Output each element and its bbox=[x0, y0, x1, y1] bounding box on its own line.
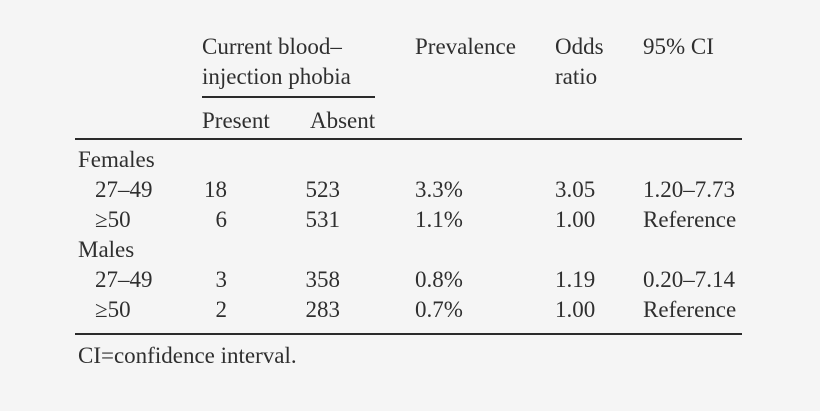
cell-age-range: ≥50 bbox=[75, 295, 202, 335]
paper-table-figure: Current blood– injection phobia Prevalen… bbox=[75, 32, 743, 371]
header-empty-cell bbox=[535, 97, 631, 140]
table-row-females-50-plus: ≥50 6 531 1.1% 1.00 Reference bbox=[75, 205, 742, 235]
table-row-group-males: Males bbox=[75, 235, 742, 265]
header-spanner-current-blood-injection-phobia: Current blood– injection phobia bbox=[202, 32, 376, 98]
cell-prevalence: 3.3% bbox=[415, 177, 463, 202]
header-empty-cell bbox=[75, 97, 202, 140]
cell-ci bbox=[630, 235, 742, 265]
cell-prevalence: 0.7% bbox=[375, 295, 536, 335]
header-empty-cell bbox=[75, 32, 202, 97]
cell-odds-ratio bbox=[535, 235, 630, 265]
header-odds-ratio: Odds ratio bbox=[555, 34, 604, 89]
cell-odds-ratio: 1.19 bbox=[555, 267, 596, 292]
cell-prevalence: 0.8% bbox=[415, 267, 463, 292]
header-absent: Absent bbox=[292, 97, 375, 140]
spanner-line-1: Current blood– bbox=[202, 34, 342, 59]
cell-absent-count bbox=[292, 139, 375, 175]
table-row-group-females: Females bbox=[75, 139, 742, 175]
cell-absent-count: 523 bbox=[305, 177, 341, 202]
phobia-statistics-table: Current blood– injection phobia Prevalen… bbox=[75, 32, 743, 335]
cell-present-count bbox=[202, 235, 292, 265]
cell-absent-count: 358 bbox=[305, 267, 341, 292]
cell-present-count bbox=[202, 139, 292, 175]
header-row-spanner: Current blood– injection phobia Prevalen… bbox=[75, 32, 742, 98]
cell-absent-count bbox=[292, 235, 375, 265]
table-header: Current blood– injection phobia Prevalen… bbox=[75, 32, 743, 140]
cell-prevalence: 1.1% bbox=[415, 207, 463, 232]
table-body: Females 27–49 18 523 3.3% 3.05 1.20–7.73… bbox=[75, 139, 743, 335]
cell-age-range: 27–49 bbox=[95, 267, 153, 292]
cell-group-label: Males bbox=[78, 237, 135, 262]
cell-age-range: ≥50 bbox=[95, 207, 131, 232]
header-present: Present bbox=[202, 97, 292, 140]
cell-present-count: 6 bbox=[215, 207, 228, 232]
cell-odds-ratio: 3.05 bbox=[555, 177, 596, 202]
cell-odds-ratio bbox=[535, 139, 630, 175]
table-footnote: CI=confidence interval. bbox=[78, 343, 297, 368]
cell-present-count: 18 bbox=[204, 177, 227, 202]
header-row-present-absent: Present Absent bbox=[75, 97, 743, 140]
cell-ci: 1.20–7.73 bbox=[643, 177, 736, 202]
cell-ci bbox=[630, 139, 742, 175]
header-95-ci: 95% CI bbox=[643, 34, 714, 59]
header-empty-cell bbox=[630, 97, 743, 140]
header-empty-cell bbox=[375, 97, 536, 140]
cell-odds-ratio: 1.00 bbox=[535, 295, 631, 335]
cell-ci: 0.20–7.14 bbox=[643, 267, 736, 292]
spanner-line-2: injection phobia bbox=[202, 64, 351, 89]
cell-prevalence bbox=[375, 139, 535, 175]
cell-prevalence bbox=[375, 235, 535, 265]
cell-odds-ratio: 1.00 bbox=[555, 207, 596, 232]
header-prevalence: Prevalence bbox=[415, 34, 516, 59]
cell-absent-count: 283 bbox=[292, 295, 376, 335]
cell-present-count: 2 bbox=[202, 295, 292, 335]
cell-ci: Reference bbox=[643, 207, 737, 232]
cell-group-label: Females bbox=[78, 147, 155, 172]
cell-ci: Reference bbox=[630, 295, 743, 335]
cell-absent-count: 531 bbox=[305, 207, 341, 232]
table-row-males-27-49: 27–49 3 358 0.8% 1.19 0.20–7.14 bbox=[75, 265, 742, 295]
cell-age-range: 27–49 bbox=[95, 177, 153, 202]
cell-present-count: 3 bbox=[215, 267, 228, 292]
table-row-males-50-plus: ≥50 2 283 0.7% 1.00 Reference bbox=[75, 295, 743, 335]
table-row-females-27-49: 27–49 18 523 3.3% 3.05 1.20–7.73 bbox=[75, 175, 742, 205]
